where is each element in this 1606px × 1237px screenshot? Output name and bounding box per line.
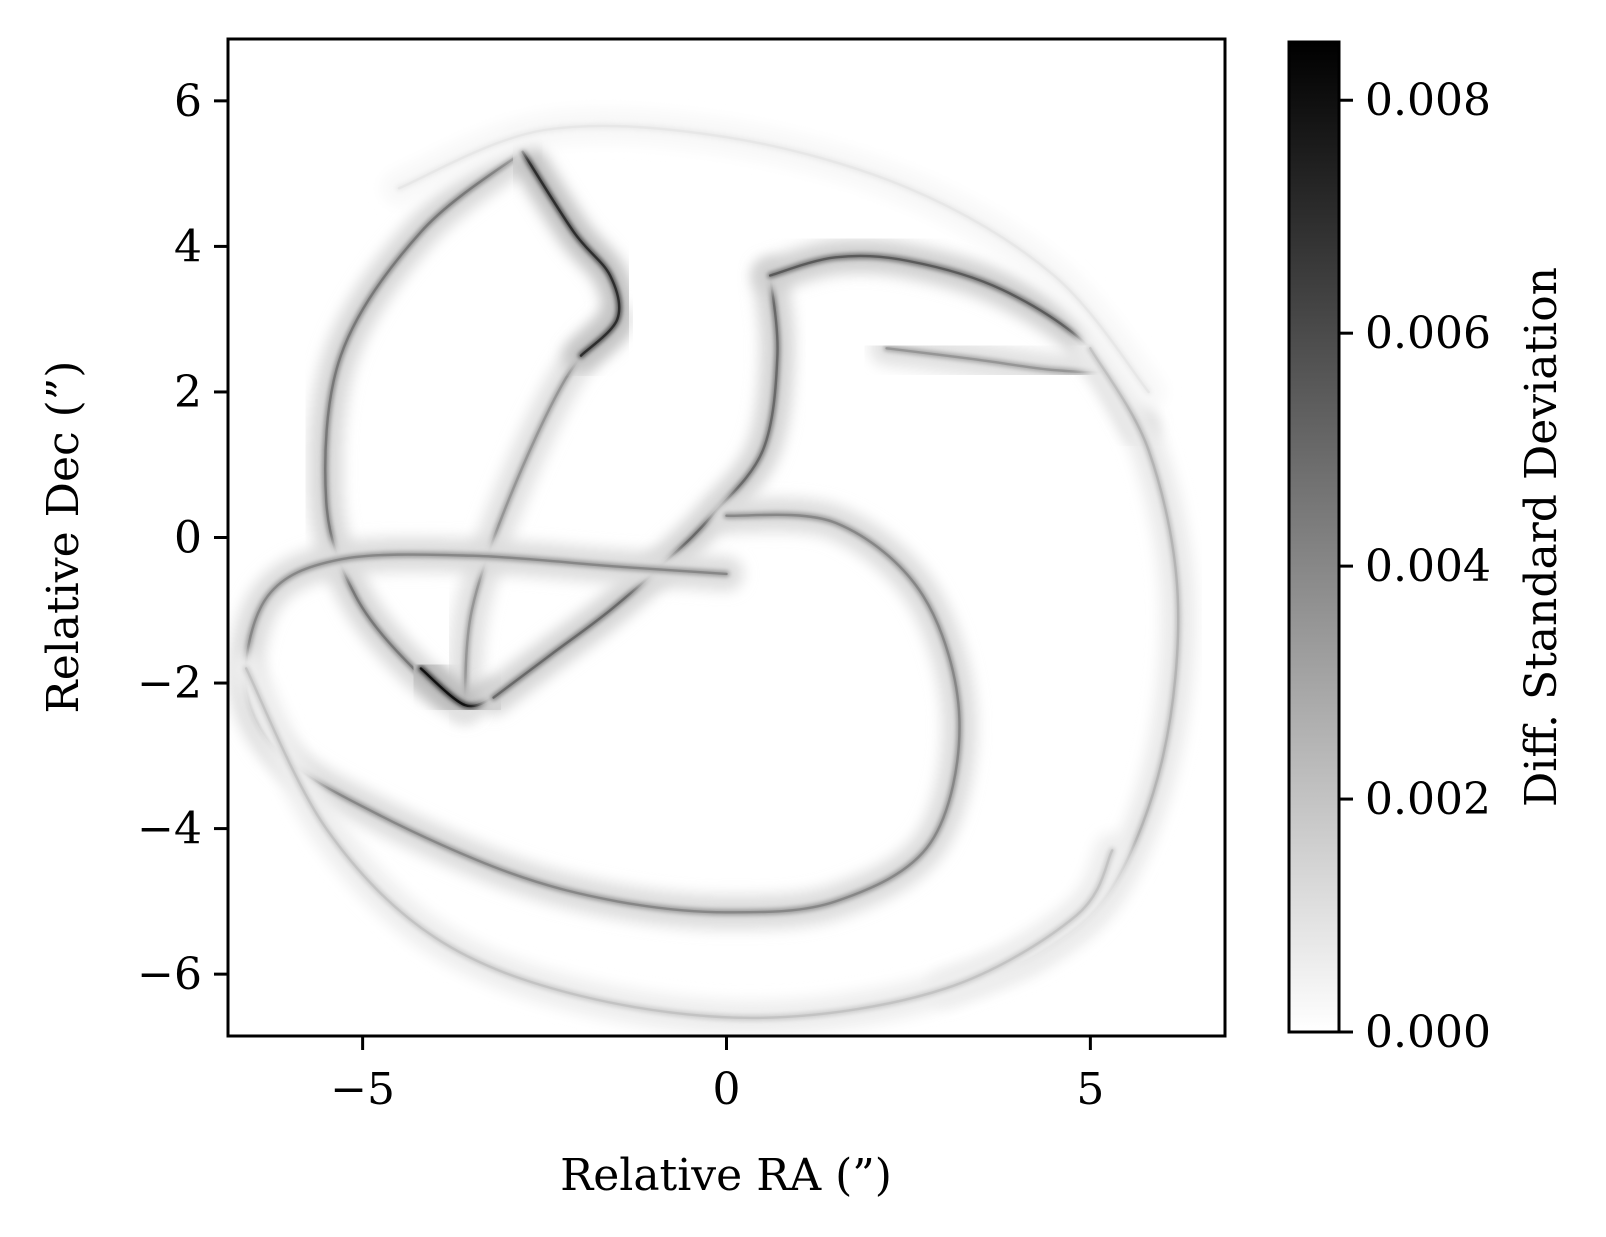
- y-tick-label: −4: [137, 804, 202, 855]
- feature-core-top-outer-halo: [397, 124, 1150, 394]
- heatmap-layer: [228, 108, 1196, 1035]
- feature-core-central-spiral: [244, 513, 961, 914]
- colorbar-frame: [1287, 40, 1341, 1034]
- feature-core-bottom-outer-arc: [245, 667, 1114, 1020]
- x-axis-label: Relative RA (”): [560, 1150, 892, 1201]
- colorbar-tick-label: 0.008: [1365, 75, 1491, 126]
- plot-background: [228, 39, 1225, 1036]
- y-tick-label: 2: [174, 367, 202, 418]
- y-tick-label: −2: [137, 658, 202, 709]
- feature-core-upper-left-crest: [521, 150, 621, 357]
- colorbar-tick-label: 0.004: [1365, 541, 1491, 592]
- x-axis: −5 0 5: [330, 1036, 1104, 1115]
- colorbar-tick-label: 0.002: [1365, 774, 1491, 825]
- y-tick-label: 0: [174, 513, 202, 564]
- plot-area: [226, 37, 1227, 1038]
- x-tick-label: 0: [713, 1064, 741, 1115]
- x-tick-label: −5: [330, 1064, 395, 1115]
- y-axis: 6 4 2 0 −2 −4 −6: [137, 76, 228, 1000]
- y-tick-label: 4: [174, 221, 202, 272]
- y-tick-label: 6: [174, 76, 202, 127]
- colorbar: 0.000 0.002 0.004 0.006 0.008: [1287, 40, 1491, 1058]
- feature-core-outer-ring-left: [324, 150, 524, 707]
- colorbar-gradient: [1289, 42, 1339, 1032]
- x-tick-label: 5: [1076, 1064, 1104, 1115]
- y-tick-label: −6: [137, 949, 202, 1000]
- y-axis-label: Relative Dec (”): [38, 361, 89, 714]
- colorbar-label: Diff. Standard Deviation: [1516, 267, 1567, 807]
- feature-core-central-diagonal: [492, 274, 779, 699]
- colorbar-ticks: 0.000 0.002 0.004 0.006 0.008: [1339, 75, 1491, 1058]
- colorbar-tick-label: 0.006: [1365, 308, 1491, 359]
- colorbar-tick-label: 0.000: [1365, 1007, 1491, 1058]
